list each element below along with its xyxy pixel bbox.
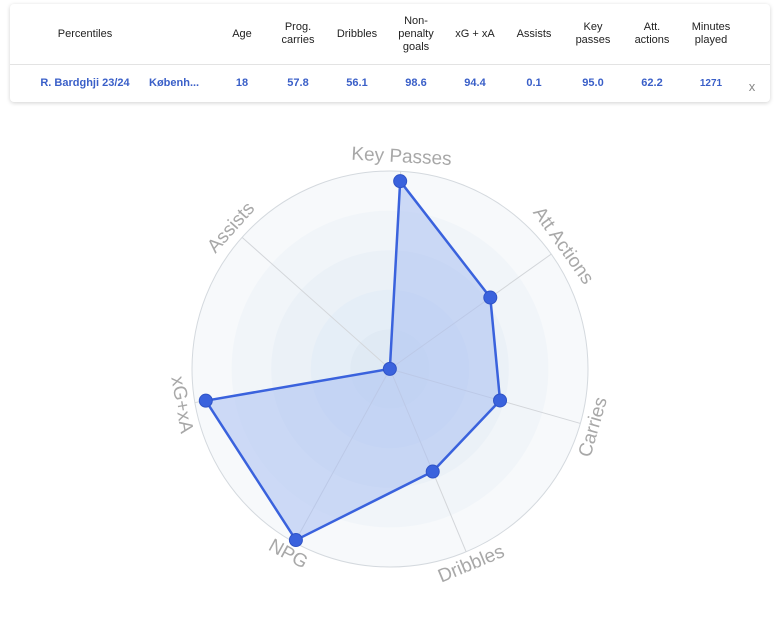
- radar-point-carries: [493, 393, 508, 408]
- header-percentiles: Percentiles: [57, 27, 113, 40]
- value-age: 18: [235, 77, 249, 89]
- header-age: Age: [232, 27, 252, 40]
- header-prog-carries: Prog. carries: [281, 21, 315, 46]
- value-att-actions: 62.2: [641, 77, 663, 89]
- table-header-row: Percentiles Age Prog. carries Dribbles N…: [10, 4, 770, 65]
- header-key-passes: Key passes: [575, 21, 611, 46]
- table-row[interactable]: R. Bardghji 23/24 Københ... 18 57.8 56.1…: [10, 65, 770, 102]
- header-assists: Assists: [516, 27, 552, 40]
- header-att-actions: Att. actions: [634, 21, 670, 46]
- axis-label-key-passes: Key Passes: [351, 144, 452, 170]
- value-dribbles: 56.1: [346, 77, 368, 89]
- value-assists: 0.1: [526, 77, 542, 89]
- value-minutes-played: 1271: [699, 78, 723, 89]
- header-minutes-played: Minutes played: [691, 21, 731, 46]
- value-xg-xa: 94.4: [464, 77, 486, 89]
- radar-point-dribbles: [425, 464, 440, 479]
- value-prog-carries: 57.8: [287, 77, 309, 89]
- radar-point-npg: [288, 533, 303, 548]
- header-xg-xa: xG + xA: [455, 27, 495, 40]
- close-icon[interactable]: x: [748, 79, 756, 94]
- radar-area: [204, 179, 502, 542]
- radar-point-key-passes: [393, 174, 408, 189]
- value-np-goals: 98.6: [405, 77, 427, 89]
- player-name[interactable]: R. Bardghji 23/24: [40, 77, 130, 89]
- radar-point-assists: [382, 361, 397, 376]
- radar-point-att-actions: [483, 290, 498, 305]
- value-key-passes: 95.0: [582, 77, 604, 89]
- header-np-goals: Non-penalty goals: [398, 14, 434, 53]
- radar-chart: Key Passes Att Actions Carries Dribbles NPG x…: [0, 105, 777, 630]
- club-name: Københ...: [149, 77, 200, 89]
- radar-point-xg-xa: [198, 393, 213, 408]
- radar-spoke: [241, 236, 391, 370]
- percentile-table: Percentiles Age Prog. carries Dribbles N…: [10, 4, 770, 102]
- header-dribbles: Dribbles: [336, 27, 378, 40]
